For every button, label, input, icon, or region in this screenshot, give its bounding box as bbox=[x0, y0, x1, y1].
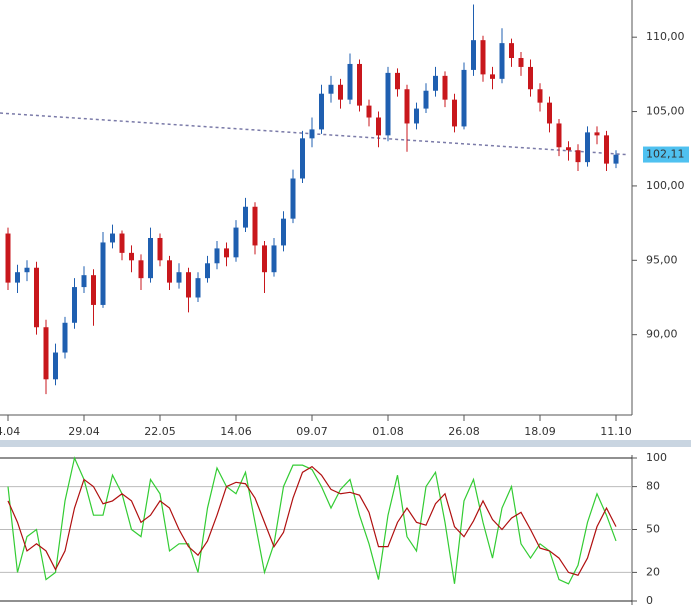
candle-body bbox=[338, 84, 343, 100]
oscillator-line bbox=[7, 465, 617, 576]
candle-body bbox=[433, 75, 438, 91]
y-tick-label: 50 bbox=[646, 523, 660, 536]
y-tick-label: 105,00 bbox=[646, 105, 685, 118]
candle-body bbox=[442, 75, 448, 100]
x-tick-label: 01.08 bbox=[372, 425, 404, 438]
candle-body bbox=[148, 237, 153, 279]
candle-body bbox=[262, 245, 267, 273]
candle-body bbox=[575, 150, 581, 163]
x-tick-label: 4.04 bbox=[0, 425, 20, 438]
candle-body bbox=[395, 72, 400, 90]
x-tick-label: 29.04 bbox=[68, 425, 100, 438]
x-tick-label: 22.05 bbox=[144, 425, 176, 438]
candle-body bbox=[271, 245, 277, 273]
candle-body bbox=[347, 63, 353, 100]
last-price-box bbox=[643, 146, 689, 163]
candle-body bbox=[499, 43, 505, 79]
candle-body bbox=[233, 227, 239, 258]
candle-body bbox=[205, 263, 210, 279]
y-tick-label: 20 bbox=[646, 565, 660, 578]
candle-body bbox=[119, 233, 125, 253]
candle-body bbox=[214, 248, 220, 264]
candle-body bbox=[366, 105, 372, 118]
candle-body bbox=[53, 352, 58, 380]
candle-body bbox=[243, 206, 248, 228]
candle-body bbox=[357, 63, 362, 106]
candle-body bbox=[129, 252, 134, 261]
candle-body bbox=[528, 66, 533, 90]
candle-body bbox=[404, 89, 410, 124]
y-tick-label: 80 bbox=[646, 480, 660, 493]
oscillator-line bbox=[7, 456, 617, 585]
candle-body bbox=[480, 40, 486, 75]
candle-body bbox=[224, 248, 229, 258]
candle-body bbox=[167, 260, 172, 283]
y-tick-label: 90,00 bbox=[646, 328, 678, 341]
candle-body bbox=[328, 84, 334, 94]
candle-body bbox=[594, 132, 600, 136]
panel-separator bbox=[0, 440, 691, 447]
x-tick-label: 09.07 bbox=[296, 425, 328, 438]
candle-body bbox=[138, 260, 144, 279]
candle-body bbox=[100, 242, 106, 305]
x-tick-label: 18.09 bbox=[524, 425, 556, 438]
candle-body bbox=[15, 272, 20, 283]
candle-body bbox=[91, 275, 96, 305]
candle-body bbox=[585, 132, 590, 163]
candle-body bbox=[509, 43, 514, 59]
candle-body bbox=[157, 237, 163, 261]
candle-body bbox=[452, 99, 457, 127]
candle-body bbox=[62, 322, 68, 353]
candle-body bbox=[309, 129, 315, 139]
candle-body bbox=[556, 123, 562, 148]
candle-body bbox=[490, 74, 495, 79]
y-tick-label: 100,00 bbox=[646, 179, 685, 192]
x-tick-label: 26.08 bbox=[448, 425, 480, 438]
y-tick-label: 100 bbox=[646, 451, 667, 464]
x-tick-label: 11.10 bbox=[600, 425, 632, 438]
candle-body bbox=[385, 72, 391, 136]
candle-body bbox=[290, 178, 296, 219]
candle-body bbox=[281, 218, 286, 246]
candle-body bbox=[34, 267, 39, 328]
candle-body bbox=[252, 206, 258, 246]
candle-body bbox=[423, 90, 429, 109]
candle-body bbox=[537, 89, 543, 103]
candle-body bbox=[176, 272, 182, 283]
candle-body bbox=[24, 267, 30, 273]
candle-body bbox=[319, 93, 324, 130]
y-tick-label: 95,00 bbox=[646, 253, 678, 266]
candle-body bbox=[195, 278, 201, 298]
candle-body bbox=[300, 138, 305, 179]
candle-body bbox=[81, 275, 87, 288]
candle-body bbox=[604, 135, 609, 164]
candle-body bbox=[547, 102, 552, 124]
candle-body bbox=[5, 233, 11, 283]
x-tick-label: 14.06 bbox=[220, 425, 252, 438]
last-price-label: 102,11 bbox=[646, 148, 685, 161]
candle-body bbox=[376, 117, 381, 136]
y-tick-label: 110,00 bbox=[646, 30, 685, 43]
candle-body bbox=[110, 233, 115, 243]
candle-body bbox=[518, 58, 524, 67]
candle-body bbox=[461, 69, 467, 127]
candle-body bbox=[72, 287, 77, 323]
candle-body bbox=[471, 40, 476, 70]
y-tick-label: 0 bbox=[646, 594, 653, 607]
candle-body bbox=[566, 147, 571, 151]
candle-body bbox=[613, 154, 619, 164]
candle-body bbox=[186, 272, 191, 298]
candle-body bbox=[43, 327, 49, 380]
candle-body bbox=[414, 108, 419, 124]
